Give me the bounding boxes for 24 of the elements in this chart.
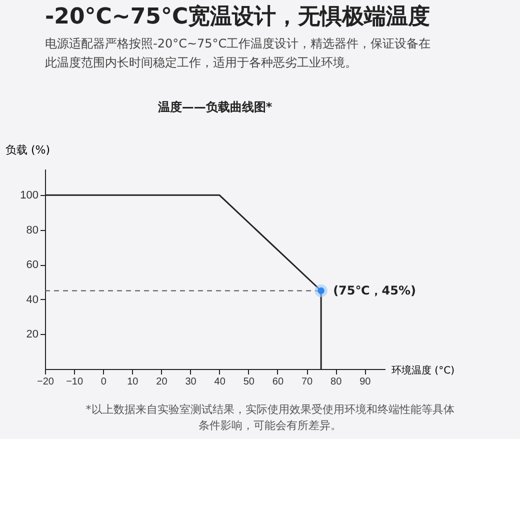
x-tick-label: 70 (301, 376, 314, 388)
chart-subtitle: 电源适配器严格按照-20°C~75°C工作温度设计，精选器件，保证设备在此温度范围内长时间稳定工作，适用于各种恶劣工业环境。 (45, 36, 431, 70)
x-tick-label: 60 (272, 376, 284, 388)
x-axis-title: 环境温度 (°C) (392, 364, 455, 376)
y-tick-label: 80 (26, 224, 38, 236)
x-tick-label: −20 (37, 376, 54, 388)
y-tick-label: 40 (26, 294, 38, 306)
y-tick-label: 100 (20, 190, 38, 202)
text: *以上数据来自实验室测试结果，实际使用效果受使用环境和终端性能等具体条件影响，可能会有所差异。 (86, 403, 454, 432)
chart-title: -20°C~75°C宽温设计，无惧极端温度 (45, 4, 430, 30)
x-tick-label: 20 (156, 376, 168, 388)
x-tick-label: 50 (243, 376, 255, 388)
x-tick-label: 80 (330, 376, 342, 388)
y-tick-label: 60 (26, 259, 38, 272)
x-tick-label: 10 (127, 376, 139, 388)
x-tick-label: 0 (100, 376, 107, 388)
x-tick-label: 90 (360, 376, 372, 388)
y-tick-label: 20 (26, 328, 38, 341)
y-axis-title: 负载 (%) (6, 144, 50, 156)
x-tick-label: −10 (66, 376, 84, 388)
x-tick-label: 40 (214, 376, 226, 388)
legend-title: 温度——负载曲线图* (156, 100, 273, 114)
annotation: (75℃，45%) (333, 284, 416, 298)
x-tick-label: 30 (185, 376, 197, 388)
